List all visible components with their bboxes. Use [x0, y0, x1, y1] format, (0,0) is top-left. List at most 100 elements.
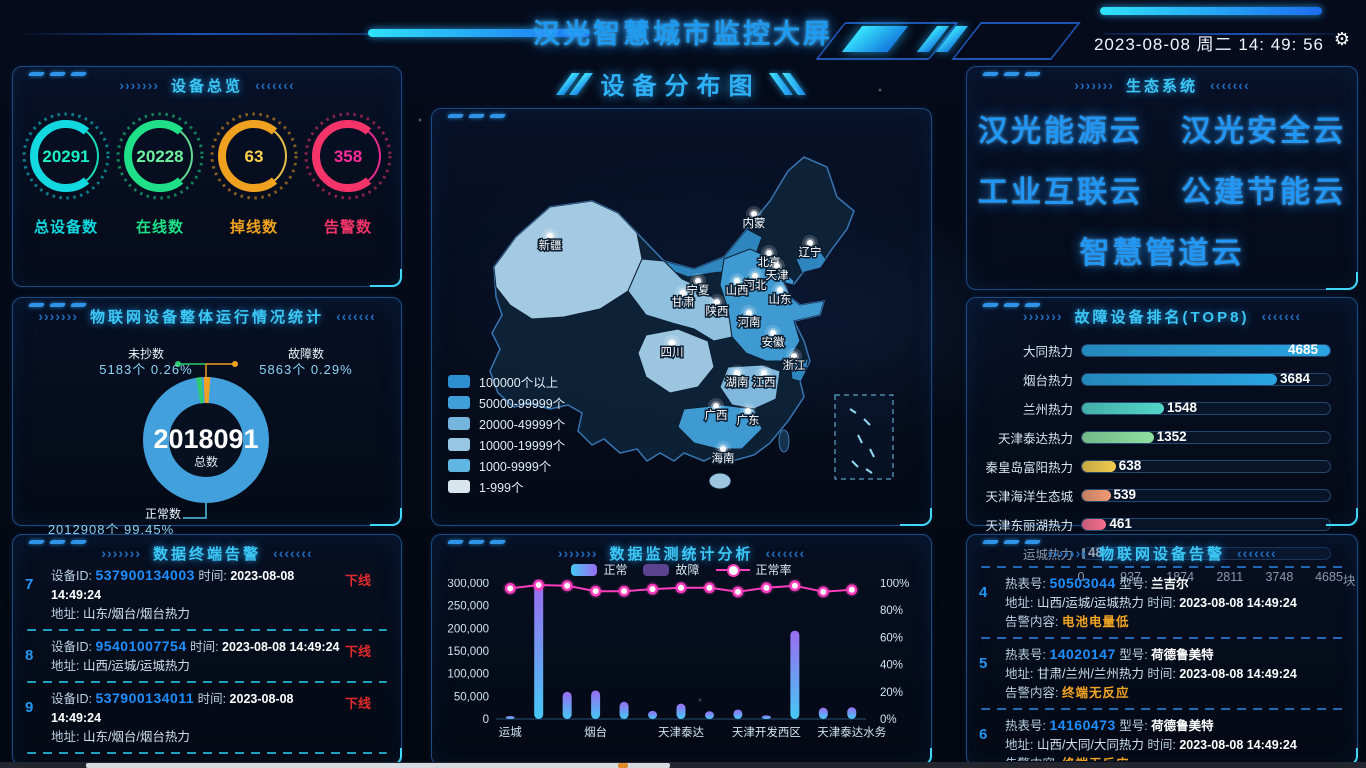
- svg-text:63: 63: [245, 147, 264, 166]
- gear-icon[interactable]: ⚙: [1333, 29, 1350, 49]
- bar-normal-8: [733, 709, 743, 719]
- bar-normal-3: [591, 690, 601, 719]
- map-marker-河北[interactable]: 河北: [742, 268, 768, 294]
- title-arrows-right-icon: ‹‹‹‹‹‹‹: [255, 77, 295, 93]
- datetime-display: 2023-08-08 周二 14: 49: 56: [1093, 35, 1324, 54]
- map-marker-天津[interactable]: 天津: [764, 258, 790, 284]
- panel-title-fault-ranking: ››››››› 故障设备排名(TOP8) ‹‹‹‹‹‹‹: [1022, 308, 1302, 326]
- title-arrows-right-icon: ‹‹‹‹‹‹‹: [336, 308, 376, 324]
- legend-normal: 正常: [571, 561, 627, 578]
- svg-text:20291: 20291: [42, 147, 89, 166]
- svg-text:天津: 天津: [766, 269, 789, 282]
- map-marker-广西[interactable]: 广西: [703, 398, 729, 424]
- svg-text:358: 358: [334, 147, 362, 166]
- map-marker-广东[interactable]: 广东: [735, 403, 761, 429]
- rate-point-12: [846, 584, 858, 596]
- map-marker-宁夏[interactable]: 宁夏: [685, 273, 711, 299]
- fault-rank-row[interactable]: 大同热力 4685: [979, 336, 1345, 365]
- svg-text:甘肃: 甘肃: [672, 296, 695, 309]
- svg-text:河北: 河北: [744, 279, 767, 292]
- legend-fault: 故障: [643, 561, 700, 578]
- terminal-alarm-row[interactable]: 10设备ID: 95371007235 时间: 2023-08-08 14:49…: [23, 757, 391, 761]
- svg-text:河南: 河南: [738, 315, 761, 329]
- rate-point-2: [561, 580, 573, 592]
- svg-text:江西: 江西: [753, 376, 776, 389]
- svg-text:天津开发西区: 天津开发西区: [732, 725, 801, 739]
- map-marker-陕西[interactable]: 陕西: [704, 294, 730, 320]
- panel-terminal-alarms: ››››››› 数据终端告警 ‹‹‹‹‹‹‹ 7 设备ID: 5379001340…: [12, 534, 402, 766]
- map-marker-安徽[interactable]: 安徽: [760, 325, 786, 351]
- legend-swatch-icon: [448, 438, 470, 451]
- map-marker-浙江[interactable]: 浙江: [781, 348, 807, 374]
- fault-rank-row[interactable]: 天津泰达热力 1352: [979, 423, 1345, 452]
- ecosystem-links: 汉光能源云 汉光安全云工业互联云 公建节能云智慧管道云: [967, 97, 1357, 281]
- iot-alarm-row[interactable]: 6 热表号: 14160473 型号: 荷德鲁美特 地址: 山西/大同/大同热力 时…: [979, 717, 1297, 761]
- map-marker-四川[interactable]: 四川: [659, 335, 685, 361]
- fault-rank-row[interactable]: 天津东丽湖热力 461: [979, 510, 1345, 539]
- svg-text:山西: 山西: [726, 284, 749, 297]
- title-arrows-left-icon: ›››››››: [119, 77, 159, 93]
- map-marker-辽宁[interactable]: 辽宁: [797, 235, 823, 261]
- slash-decoration-right-icon: [768, 72, 806, 95]
- map-legend-item: 50000-99999个: [448, 392, 565, 413]
- corner-dashes: [981, 303, 1042, 307]
- map-legend-item: 10000-19999个: [448, 434, 565, 455]
- map-marker-山东[interactable]: 山东: [767, 282, 793, 308]
- fault-rank-row[interactable]: 烟台热力 3684: [979, 365, 1345, 394]
- svg-text:山东: 山东: [769, 293, 792, 306]
- panel-device-map: 新疆 内蒙 辽宁 北京 天津 河北 山西 山东 宁夏 甘肃 陕西 河南 四川 安徽 浙江 湖南 江西 广西 广东 海南…: [431, 108, 932, 526]
- svg-text:天津泰达: 天津泰达: [658, 725, 704, 739]
- header-capsule-left: [368, 29, 590, 37]
- svg-text:安徽: 安徽: [762, 335, 785, 349]
- page-title: 汉光智慧城市监控大屏: [533, 19, 833, 49]
- fault-rank-row[interactable]: 秦皇岛富阳热力 638: [979, 452, 1345, 481]
- bar-normal-7: [704, 711, 714, 719]
- ecosystem-link-1[interactable]: 汉光安全云: [1181, 114, 1346, 148]
- ecosystem-link-0[interactable]: 汉光能源云: [978, 114, 1143, 148]
- map-marker-海南[interactable]: 海南: [710, 441, 736, 467]
- panel-device-overview: ››››››› 设备总览 ‹‹‹‹‹‹‹ 20291 总设备数 20228 在线数 63…: [12, 66, 402, 287]
- fault-rank-row[interactable]: 兰州热力 1548: [979, 394, 1345, 423]
- bar-normal-6: [676, 703, 686, 719]
- ecosystem-link-2[interactable]: 工业互联云: [978, 175, 1143, 209]
- svg-text:250,000: 250,000: [447, 601, 489, 613]
- svg-text:广西: 广西: [705, 409, 728, 422]
- map-marker-新疆[interactable]: 新疆: [537, 228, 563, 254]
- iot-alarm-row[interactable]: 4 热表号: 50503044 型号: 兰吉尔 地址: 山西/运城/运城热力 时间:…: [979, 575, 1297, 629]
- map-marker-内蒙[interactable]: 内蒙: [741, 206, 767, 232]
- terminal-alarm-row[interactable]: 8 设备ID: 95401007754 时间: 2023-08-08 14:49:…: [25, 638, 372, 673]
- map-marker-河南[interactable]: 河南: [736, 305, 762, 331]
- svg-text:烟台: 烟台: [584, 725, 607, 739]
- list-separator: [981, 637, 1343, 639]
- ecosystem-link-4[interactable]: 智慧管道云: [1079, 237, 1245, 271]
- svg-text:四川: 四川: [661, 346, 684, 359]
- iot-alarm-row[interactable]: 5 热表号: 14020147 型号: 荷德鲁美特 地址: 甘肃/兰州/兰州热力 时…: [979, 646, 1297, 700]
- fault-rank-row[interactable]: 运城热力48: [979, 539, 1345, 568]
- panel-iot-alarms: ››››››› 物联网设备告警 ‹‹‹‹‹‹‹ 4 热表号: 50503044 型…: [966, 534, 1358, 766]
- panel-iot-stats: ››››››› 物联网设备整体运行情况统计 ‹‹‹‹‹‹‹ 2018091 总数 未…: [12, 297, 402, 537]
- title-arrows-left-icon: ›››››››: [1047, 545, 1087, 561]
- map-section-title: 设备分布图: [431, 66, 930, 101]
- fault-rank-row[interactable]: 天津海洋生态城 539: [979, 481, 1345, 510]
- donut-callout-故障数: 故障数 5863个 0.29%: [259, 347, 353, 377]
- map-marker-湖南[interactable]: 湖南: [724, 365, 750, 391]
- ecosystem-link-3[interactable]: 公建节能云: [1181, 175, 1346, 209]
- gauge-1: 20228 在线数: [114, 110, 206, 237]
- gauge-label: 在线数: [135, 219, 184, 236]
- svg-text:新疆: 新疆: [539, 238, 562, 252]
- map-marker-甘肃[interactable]: 甘肃: [670, 285, 696, 311]
- monitor-chart: 0 50,000 100,000 150,000 200,000 250,000 300,0…: [447, 579, 909, 739]
- terminal-alarm-row[interactable]: 9 设备ID: 537900134011 时间: 2023-08-08 14:49…: [25, 690, 372, 744]
- svg-text:50,000: 50,000: [454, 691, 489, 703]
- corner-dashes: [446, 540, 507, 544]
- donut-callout-未抄数: 未抄数 5183个 0.26%: [99, 347, 193, 377]
- map-marker-江西[interactable]: 江西: [751, 365, 777, 391]
- donut-chart: 2018091 总数 未抄数 5183个 0.26% 故障数 5863个 0.29% 正常数…: [13, 322, 401, 537]
- rate-point-7: [704, 582, 715, 594]
- map-marker-山西[interactable]: 山西: [724, 273, 750, 299]
- svg-text:湖南: 湖南: [726, 375, 749, 389]
- map-legend: 100000个以上 50000-99999个 20000-49999个 10000-1…: [448, 371, 565, 497]
- terminal-alarm-row[interactable]: 7 设备ID: 537900134003 时间: 2023-08-08 14:49…: [25, 567, 372, 621]
